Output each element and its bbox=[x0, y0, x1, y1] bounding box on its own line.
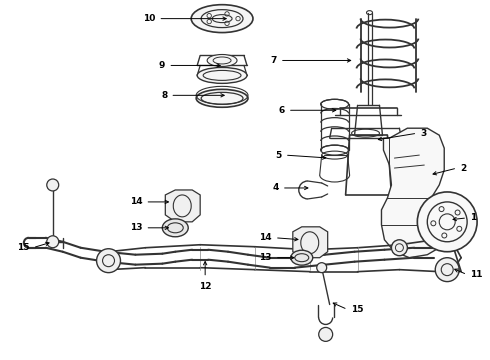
Ellipse shape bbox=[207, 54, 237, 67]
Text: 12: 12 bbox=[199, 282, 211, 291]
Text: 9: 9 bbox=[159, 61, 165, 70]
Ellipse shape bbox=[191, 5, 253, 32]
Circle shape bbox=[317, 263, 327, 273]
Ellipse shape bbox=[291, 250, 313, 265]
Text: 2: 2 bbox=[460, 163, 466, 172]
Ellipse shape bbox=[196, 89, 248, 107]
Circle shape bbox=[97, 249, 121, 273]
Text: 3: 3 bbox=[420, 129, 427, 138]
Text: 8: 8 bbox=[161, 91, 167, 100]
Text: 13: 13 bbox=[130, 223, 143, 232]
Text: 7: 7 bbox=[270, 56, 277, 65]
Text: 15: 15 bbox=[17, 243, 30, 252]
Text: 14: 14 bbox=[130, 197, 143, 206]
Circle shape bbox=[435, 258, 459, 282]
Text: 10: 10 bbox=[143, 14, 155, 23]
Ellipse shape bbox=[162, 219, 188, 237]
Text: 1: 1 bbox=[470, 213, 476, 222]
Text: 14: 14 bbox=[259, 233, 272, 242]
Text: 13: 13 bbox=[259, 253, 272, 262]
Text: 5: 5 bbox=[275, 150, 282, 159]
Circle shape bbox=[392, 240, 407, 256]
Polygon shape bbox=[165, 190, 200, 222]
Text: 11: 11 bbox=[470, 270, 483, 279]
Text: 4: 4 bbox=[272, 184, 279, 193]
Polygon shape bbox=[293, 227, 328, 258]
Text: 15: 15 bbox=[350, 305, 363, 314]
Circle shape bbox=[417, 192, 477, 252]
Circle shape bbox=[318, 328, 333, 341]
Ellipse shape bbox=[197, 67, 247, 84]
Polygon shape bbox=[382, 128, 444, 258]
Circle shape bbox=[47, 179, 59, 191]
Circle shape bbox=[47, 236, 59, 248]
Text: 6: 6 bbox=[279, 106, 285, 115]
